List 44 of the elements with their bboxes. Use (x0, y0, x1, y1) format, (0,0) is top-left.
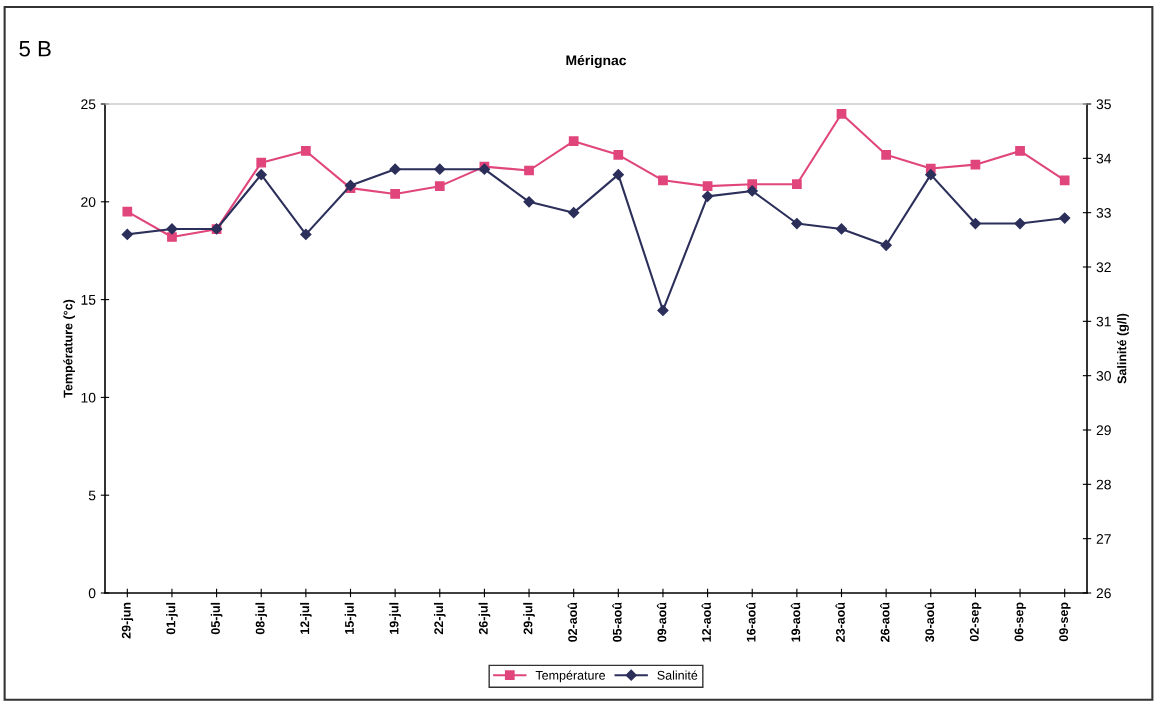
x-tick-label: 29-jun (121, 602, 134, 639)
y-tick-label: 5 (88, 490, 96, 501)
text: 5 B (19, 41, 51, 57)
x-tick-label: 12-jul (300, 602, 312, 634)
x-tick-label: 16-aoû (746, 602, 756, 642)
legend-label: Température (535, 670, 606, 683)
y-tick-label: 15 (81, 295, 96, 305)
x-tick-label: 15-jul (344, 602, 357, 634)
x-tick-label: 19-jul (389, 602, 401, 634)
x-tick-label: 26-aoû (880, 602, 890, 642)
chart-title: Mérignac (566, 54, 627, 69)
x-tick-label: 05-jul (210, 602, 223, 635)
y2-tick-label: 35 (1096, 99, 1111, 110)
y2-tick-label: 34 (1096, 153, 1112, 164)
x-tick-label: 05-aoû (612, 602, 622, 642)
legend-label: Salinité (657, 670, 698, 680)
y-tick-label: 25 (81, 99, 96, 110)
y2-tick-label: 26 (1096, 588, 1111, 599)
x-tick-label: 19-aoû (790, 602, 801, 642)
x-tick-label: 26-jul (478, 602, 491, 635)
y2-tick-label: 33 (1096, 208, 1111, 218)
x-tick-label: 09-sep (1059, 602, 1071, 642)
x-tick-label: 09-aoû (656, 602, 667, 642)
x-tick-label: 01-jul (166, 602, 178, 635)
y-tick-label: 0 (88, 588, 96, 599)
x-tick-label: 12-aoû (701, 602, 711, 642)
x-tick-label: 30-aoû (924, 602, 935, 643)
x-tick-label: 02-aoû (567, 602, 578, 642)
x-tick-label: 02-sep (969, 602, 982, 642)
y2-axis-title: Salinité (g/l) (1117, 313, 1129, 384)
y2-tick-label: 30 (1096, 371, 1111, 381)
x-tick-label: 29-jul (523, 602, 535, 635)
y-tick-label: 20 (81, 197, 96, 207)
x-tick-label: 23-aoû (835, 602, 845, 642)
x-tick-label: 08-jul (255, 602, 268, 635)
y2-tick-label: 31 (1096, 316, 1111, 327)
x-tick-label: 06-sep (1014, 602, 1026, 642)
y-tick-label: 10 (81, 392, 96, 403)
y2-tick-label: 29 (1096, 425, 1111, 436)
y2-tick-label: 32 (1096, 262, 1111, 273)
y2-tick-label: 27 (1096, 534, 1111, 544)
y2-tick-label: 28 (1096, 479, 1111, 490)
x-tick-label: 22-jul (433, 602, 446, 635)
y-axis-title: Température (°c) (63, 299, 75, 398)
